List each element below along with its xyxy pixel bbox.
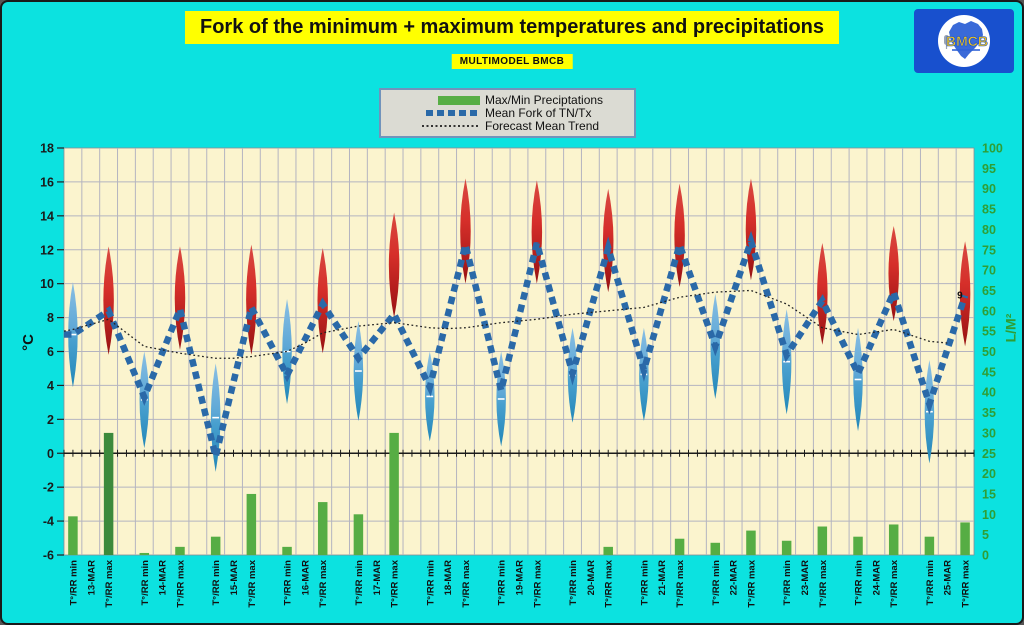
svg-text:T°/RR min: T°/RR min [68, 560, 79, 606]
svg-text:T°/RR min: T°/RR min [425, 560, 436, 606]
legend-label: Max/Min Preciptations [485, 93, 604, 107]
svg-text:13-MAR: 13-MAR [86, 560, 97, 596]
svg-text:30: 30 [982, 426, 996, 440]
svg-text:12: 12 [40, 243, 54, 257]
svg-text:80: 80 [982, 223, 996, 237]
svg-text:T°/RR max: T°/RR max [247, 559, 258, 607]
svg-text:T°/RR min: T°/RR min [568, 560, 579, 606]
dashed-line-swatch [426, 110, 480, 116]
svg-text:T°/RR max: T°/RR max [175, 559, 186, 607]
svg-text:20-MAR: 20-MAR [586, 560, 597, 596]
svg-text:5: 5 [982, 528, 989, 542]
svg-text:14-MAR: 14-MAR [158, 560, 169, 596]
svg-text:25-MAR: 25-MAR [943, 560, 954, 596]
svg-text:60: 60 [982, 304, 996, 318]
svg-text:40: 40 [982, 386, 996, 400]
svg-text:21-MAR: 21-MAR [657, 560, 668, 596]
chart-legend: Max/Min Preciptations Mean Fork of TN/Tx… [379, 88, 636, 138]
svg-text:T°/RR max: T°/RR max [318, 559, 329, 607]
svg-text:T°/RR max: T°/RR max [461, 559, 472, 607]
svg-text:-6: -6 [43, 549, 54, 563]
svg-text:4: 4 [47, 379, 54, 393]
svg-text:24-MAR: 24-MAR [871, 560, 882, 596]
svg-text:65: 65 [982, 284, 996, 298]
svg-text:T°/RR max: T°/RR max [818, 559, 829, 607]
legend-item-precipitations: Max/Min Preciptations [385, 94, 630, 106]
svg-text:70: 70 [982, 264, 996, 278]
svg-text:T°/RR min: T°/RR min [140, 560, 151, 606]
svg-text:22-MAR: 22-MAR [729, 560, 740, 596]
svg-text:10: 10 [40, 277, 54, 291]
svg-text:19-MAR: 19-MAR [515, 560, 526, 596]
legend-item-mean-fork: Mean Fork of TN/Tx [385, 107, 630, 119]
svg-text:T°/RR max: T°/RR max [390, 559, 401, 607]
svg-text:16-MAR: 16-MAR [300, 560, 311, 596]
bmcb-logo: BMCB [914, 9, 1014, 73]
svg-text:T°/RR min: T°/RR min [854, 560, 865, 606]
svg-text:23-MAR: 23-MAR [800, 560, 811, 596]
svg-text:95: 95 [982, 162, 996, 176]
svg-text:100: 100 [982, 142, 1003, 156]
svg-text:45: 45 [982, 365, 996, 379]
svg-text:14: 14 [40, 209, 54, 223]
svg-text:0: 0 [982, 549, 989, 563]
svg-text:6: 6 [47, 345, 54, 359]
svg-text:18-MAR: 18-MAR [443, 560, 454, 596]
svg-text:75: 75 [982, 243, 996, 257]
svg-text:T°/RR max: T°/RR max [604, 559, 615, 607]
dotted-line-swatch [422, 125, 480, 127]
svg-text:20: 20 [982, 467, 996, 481]
svg-text:8: 8 [47, 311, 54, 325]
page-subtitle: MULTIMODEL BMCB [451, 54, 573, 69]
microphone-icon [944, 35, 949, 45]
svg-text:T°/RR max: T°/RR max [889, 559, 900, 607]
svg-text:T°/RR max: T°/RR max [746, 559, 757, 607]
svg-text:-4: -4 [43, 515, 54, 529]
svg-text:25: 25 [982, 447, 996, 461]
svg-text:18: 18 [40, 142, 54, 156]
bmcb-logo-emblem: BMCB [938, 15, 990, 67]
svg-text:2: 2 [47, 413, 54, 427]
svg-text:15: 15 [982, 487, 996, 501]
bmcb-logo-text: BMCB [946, 33, 988, 49]
svg-text:T°/RR max: T°/RR max [961, 559, 972, 607]
svg-text:T°/RR min: T°/RR min [497, 560, 508, 606]
svg-text:T°/RR min: T°/RR min [354, 560, 365, 606]
legend-label: Forecast Mean Trend [485, 119, 600, 133]
svg-text:55: 55 [982, 325, 996, 339]
legend-item-trend: Forecast Mean Trend [385, 120, 630, 132]
svg-text:0: 0 [47, 447, 54, 461]
svg-text:T°/RR min: T°/RR min [283, 560, 294, 606]
precipitation-bar-swatch [438, 95, 480, 105]
page-title: Fork of the minimum + maximum temperatur… [184, 11, 840, 44]
svg-text:90: 90 [982, 182, 996, 196]
svg-text:50: 50 [982, 345, 996, 359]
svg-text:T°/RR min: T°/RR min [925, 560, 936, 606]
legend-label: Mean Fork of TN/Tx [485, 106, 592, 120]
svg-text:-2: -2 [43, 481, 54, 495]
svg-text:17-MAR: 17-MAR [372, 560, 383, 596]
svg-text:T°/RR max: T°/RR max [104, 559, 115, 607]
svg-text:T°/RR max: T°/RR max [532, 559, 543, 607]
svg-text:T°/RR min: T°/RR min [782, 560, 793, 606]
svg-text:15-MAR: 15-MAR [229, 560, 240, 596]
svg-text:T°/RR max: T°/RR max [675, 559, 686, 607]
svg-text:10: 10 [982, 508, 996, 522]
svg-text:T°/RR min: T°/RR min [211, 560, 222, 606]
svg-text:35: 35 [982, 406, 996, 420]
svg-text:16: 16 [40, 175, 54, 189]
svg-text:T°/RR min: T°/RR min [639, 560, 650, 606]
svg-text:85: 85 [982, 203, 996, 217]
svg-text:9: 9 [957, 291, 963, 302]
svg-text:T°/RR min: T°/RR min [711, 560, 722, 606]
